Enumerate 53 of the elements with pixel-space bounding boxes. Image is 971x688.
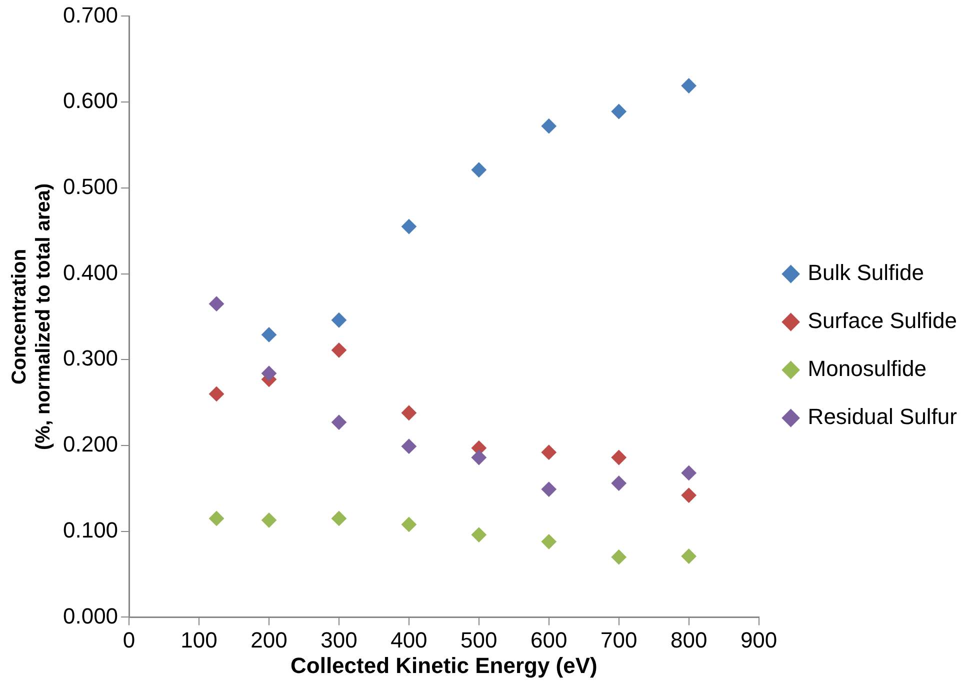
point (401, 219, 416, 234)
point (262, 327, 276, 342)
point (681, 465, 696, 480)
y-tick-label: 0.000 (62, 603, 118, 628)
point (471, 162, 486, 178)
x-tick-label: 400 (390, 627, 428, 652)
point (401, 405, 416, 420)
point (541, 482, 556, 497)
point (611, 550, 626, 565)
point (541, 534, 556, 550)
point (681, 548, 696, 564)
legend-label: Surface Sulfide (808, 308, 958, 334)
x-axis-title: Collected Kinetic Energy (eV) (290, 652, 598, 678)
point (611, 450, 626, 466)
y-tick-label: 0.700 (62, 2, 118, 28)
y-axis-title: Concentration (%, normalized to total area) (8, 183, 55, 450)
y-tick-label: 0.200 (62, 432, 118, 457)
point (541, 118, 556, 134)
point (262, 512, 276, 528)
point (681, 488, 696, 503)
point (331, 312, 346, 328)
point (401, 516, 416, 532)
point (541, 444, 556, 460)
x-tick-label: 600 (530, 627, 568, 652)
point (331, 414, 346, 430)
point (611, 104, 626, 119)
x-tick-label: 200 (250, 627, 288, 652)
point (611, 476, 626, 491)
y-tick-label: 0.500 (62, 174, 118, 199)
point (681, 78, 696, 94)
y-tick-label: 0.600 (62, 88, 118, 114)
legend-label: Residual Sulfur (808, 404, 957, 430)
x-tick-label: 500 (460, 627, 498, 652)
y-tick-label: 0.300 (62, 346, 118, 371)
x-tick-label: 900 (740, 627, 778, 652)
point (331, 342, 346, 358)
x-tick-label: 0 (122, 627, 136, 652)
legend-label: Bulk Sulfide (808, 260, 924, 286)
x-tick-label: 700 (600, 627, 638, 652)
point (331, 510, 346, 526)
y-tick-label: 0.400 (62, 260, 118, 285)
point (471, 450, 486, 466)
x-tick-label: 800 (670, 627, 708, 652)
x-tick-label: 100 (180, 627, 218, 652)
point (401, 438, 416, 454)
legend-label: Monosulfide (808, 356, 926, 382)
point (262, 366, 276, 381)
x-tick-label: 300 (320, 627, 358, 652)
point (209, 510, 224, 526)
y-tick-label: 0.100 (62, 517, 118, 542)
point (209, 296, 224, 312)
point (471, 527, 486, 542)
point (209, 386, 224, 402)
